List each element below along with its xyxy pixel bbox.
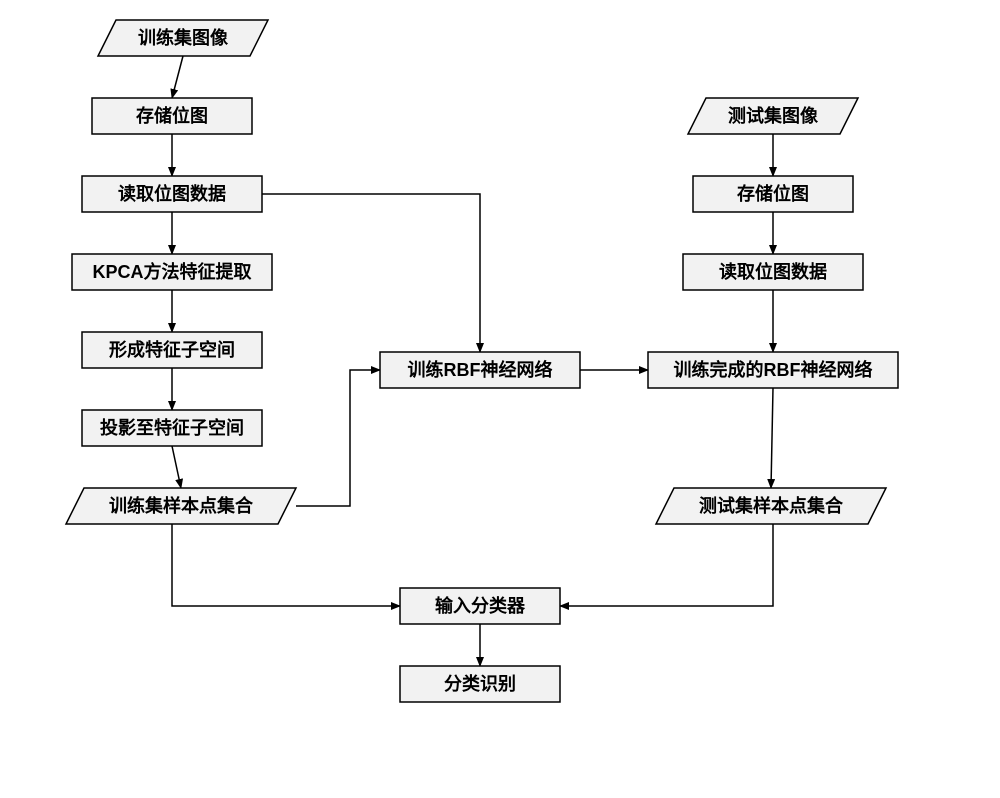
flowchart-diagram: 训练集图像存储位图读取位图数据KPCA方法特征提取形成特征子空间投影至特征子空间… — [0, 0, 1000, 798]
edge-train_samples-train_rbf — [296, 370, 380, 506]
node-label: 存储位图 — [136, 105, 208, 126]
node-label: 训练RBF神经网络 — [408, 359, 553, 380]
node-test_samples: 测试集样本点集合 — [656, 488, 886, 524]
edge-rbf_done-test_samples — [771, 388, 773, 488]
edge-train_img-store_bmp_l — [172, 56, 183, 98]
edge-train_samples-classifier_in — [172, 524, 400, 606]
node-kpca: KPCA方法特征提取 — [72, 254, 272, 290]
node-classify: 分类识别 — [400, 666, 560, 702]
node-label: 测试集样本点集合 — [699, 495, 844, 516]
edge-project-train_samples — [172, 446, 181, 488]
node-store_bmp_r: 存储位图 — [693, 176, 853, 212]
node-label: 读取位图数据 — [118, 183, 226, 204]
node-read_bmp_l: 读取位图数据 — [82, 176, 262, 212]
node-label: 读取位图数据 — [719, 261, 827, 282]
edge-read_bmp_l-train_rbf — [262, 194, 480, 352]
node-subspace: 形成特征子空间 — [82, 332, 262, 368]
node-test_img: 测试集图像 — [688, 98, 858, 134]
node-read_bmp_r: 读取位图数据 — [683, 254, 863, 290]
edge-test_samples-classifier_in — [560, 524, 773, 606]
node-label: 测试集图像 — [728, 105, 819, 126]
node-label: 输入分类器 — [435, 595, 526, 616]
node-store_bmp_l: 存储位图 — [92, 98, 252, 134]
node-label: 形成特征子空间 — [109, 339, 235, 360]
node-label: 训练完成的RBF神经网络 — [674, 359, 873, 380]
node-label: 投影至特征子空间 — [100, 417, 244, 438]
node-train_img: 训练集图像 — [98, 20, 268, 56]
node-label: KPCA方法特征提取 — [92, 261, 252, 282]
node-project: 投影至特征子空间 — [82, 410, 262, 446]
node-label: 训练集图像 — [138, 27, 229, 48]
node-classifier_in: 输入分类器 — [400, 588, 560, 624]
node-label: 分类识别 — [444, 673, 516, 694]
node-rbf_done: 训练完成的RBF神经网络 — [648, 352, 898, 388]
node-train_rbf: 训练RBF神经网络 — [380, 352, 580, 388]
node-label: 存储位图 — [737, 183, 809, 204]
node-train_samples: 训练集样本点集合 — [66, 488, 296, 524]
node-label: 训练集样本点集合 — [109, 495, 254, 516]
